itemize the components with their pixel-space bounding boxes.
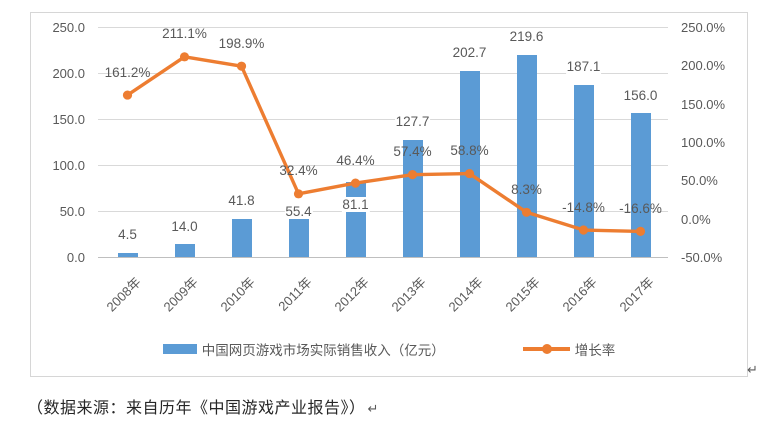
line-marker [464, 168, 475, 179]
right-axis-tick-label: -50.0% [681, 250, 723, 265]
bar-data-label: 55.4 [284, 203, 313, 219]
bar [174, 244, 195, 257]
source-note: （数据来源：来自历年《中国游戏产业报告》） ↵ [27, 394, 378, 418]
bar-data-label: 127.7 [394, 114, 431, 130]
line-data-label: 46.4% [336, 152, 375, 168]
legend-bar-swatch-icon [162, 344, 197, 354]
bar [459, 70, 480, 257]
line-marker [350, 178, 361, 188]
right-axis-tick-label: 0.0% [681, 211, 711, 227]
gridline [98, 27, 668, 28]
right-axis-tick-label: 150.0% [681, 96, 726, 112]
source-note-text: （数据来源：来自历年《中国游戏产业报告》） [27, 400, 366, 417]
chart-legend: 中国网页游戏市场实际销售收入（亿元） 增长率 [31, 339, 747, 359]
bar [402, 139, 423, 257]
bar [231, 218, 252, 257]
line-marker [407, 170, 418, 180]
bar-data-label: 202.7 [451, 45, 488, 61]
bar-data-label: 41.8 [227, 193, 256, 209]
line-data-label: -14.8% [562, 199, 605, 215]
right-axis-tick-label: 100.0% [681, 135, 726, 150]
line-marker [293, 189, 304, 199]
line-marker [578, 225, 589, 235]
legend-item: 增长率 [522, 339, 616, 359]
bar [573, 84, 594, 257]
line-marker [521, 207, 532, 217]
line-data-label: 211.1% [162, 26, 207, 42]
left-axis-tick-label: 0.0 [66, 250, 85, 265]
bar-data-label: 187.1 [565, 59, 602, 75]
bar [516, 54, 537, 257]
gridline [98, 119, 668, 120]
bar [117, 252, 138, 257]
line-data-label: 8.3% [511, 181, 542, 197]
left-axis-tick-label: 250.0 [52, 20, 85, 35]
growth-rate-line [122, 52, 646, 236]
bar [630, 113, 651, 257]
legend-item: 中国网页游戏市场实际销售收入（亿元） [162, 339, 445, 359]
gridline [98, 211, 668, 212]
left-axis-tick-label: 50.0 [59, 204, 85, 219]
line-path [126, 55, 641, 234]
bar-data-label: 219.6 [508, 29, 545, 45]
bar [288, 206, 309, 257]
bar-data-label: 81.1 [341, 196, 370, 212]
gridline [98, 73, 668, 74]
legend-line-dot [541, 344, 552, 354]
line-marker [236, 61, 247, 71]
left-axis-tick-label: 150.0 [52, 112, 85, 127]
line-data-label: 161.2% [104, 64, 151, 80]
right-axis-tick-label: 250.0% [681, 20, 726, 35]
right-axis-tick-label: 50.0% [681, 173, 718, 189]
legend-line-swatch-icon [522, 344, 570, 354]
bar-data-label: 14.0 [170, 218, 199, 234]
line-marker [122, 90, 133, 100]
line-data-label: 32.4% [279, 163, 318, 179]
left-axis-tick-label: 200.0 [52, 66, 85, 81]
gridline [98, 165, 668, 166]
line-data-label: 57.4% [393, 144, 432, 160]
line-data-label: 198.9% [218, 35, 265, 51]
bar-data-label: 156.0 [622, 87, 659, 103]
x-axis-line [98, 257, 668, 258]
line-data-label: -16.6% [619, 200, 662, 216]
legend-label: 中国网页游戏市场实际销售收入（亿元） [201, 343, 445, 358]
line-marker [635, 226, 646, 236]
paragraph-return-mark: ↵ [367, 401, 379, 416]
left-axis-tick-label: 100.0 [52, 158, 85, 173]
paragraph-return-mark: ↵ [747, 362, 758, 377]
legend-label: 增长率 [574, 343, 616, 358]
line-data-label: 58.8% [450, 143, 489, 159]
bar-data-label: 4.5 [117, 227, 138, 243]
right-axis-tick-label: 200.0% [681, 58, 726, 74]
chart-frame[interactable]: 250.0 200.0 150.0 100.0 50.0 0.0 250.0% 200.0% 1… [30, 12, 748, 377]
line-marker [179, 52, 190, 62]
